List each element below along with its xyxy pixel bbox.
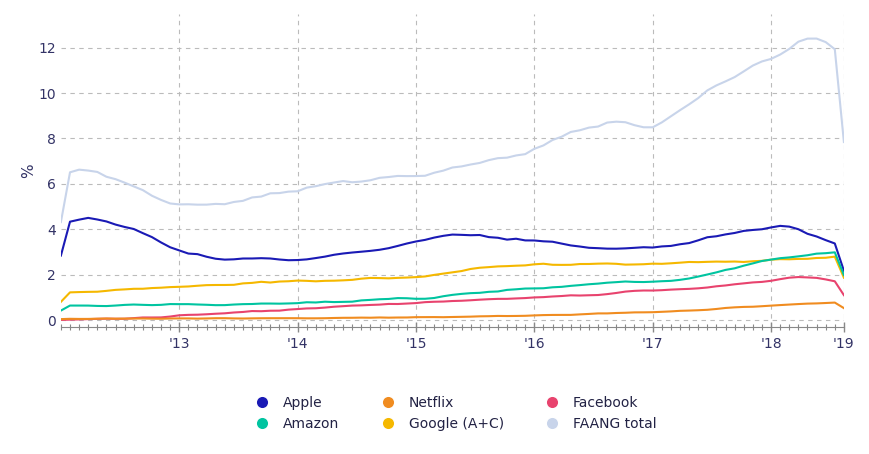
Y-axis label: %: % (21, 163, 36, 178)
Legend: Apple, Amazon, Netflix, Google (A+C), Facebook, FAANG total: Apple, Amazon, Netflix, Google (A+C), Fa… (242, 390, 661, 436)
